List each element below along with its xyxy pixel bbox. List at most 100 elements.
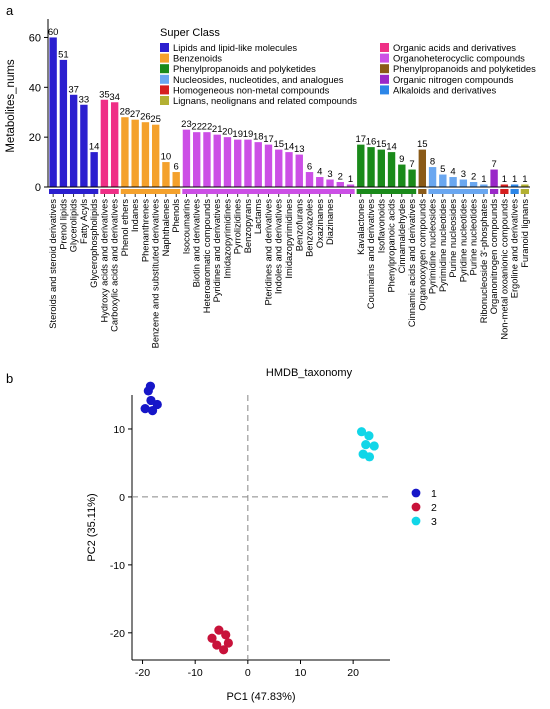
- bar: [234, 139, 242, 187]
- category-label: Benzofurans: [294, 199, 304, 252]
- category-label: Cinnamic acids and derivatives: [407, 199, 417, 328]
- legend-swatch: [380, 43, 389, 52]
- legend-entry: 3: [431, 516, 437, 528]
- bar-value-label: 19: [232, 129, 243, 140]
- legend-entry: Homogeneous non-metal compounds: [173, 84, 330, 95]
- group-bracket: [356, 189, 417, 194]
- bar-value-label: 13: [294, 144, 305, 155]
- bar-value-label: 25: [150, 114, 161, 125]
- bar: [264, 144, 273, 187]
- y-tick-label: 0: [119, 492, 125, 504]
- category-label: Oxazinanes: [315, 199, 325, 248]
- bar-value-label: 17: [355, 134, 366, 145]
- group-bracket: [100, 189, 119, 194]
- bar-value-label: 7: [491, 159, 496, 170]
- bar: [408, 169, 416, 187]
- bar: [336, 182, 344, 187]
- category-label: Heteroaromatic compounds: [202, 199, 212, 314]
- bar: [182, 129, 191, 187]
- bar: [521, 184, 529, 187]
- data-point: [214, 625, 224, 635]
- bar-value-label: 37: [68, 84, 79, 95]
- category-label: Steroids and steroid derivatives: [48, 199, 58, 329]
- category-label: Biotin and derivatives: [192, 199, 202, 288]
- bar-value-label: 4: [317, 167, 322, 178]
- x-tick-label: 10: [295, 667, 307, 679]
- group-bracket: [418, 189, 427, 194]
- group-bracket: [489, 189, 499, 194]
- legend-title: Super Class: [160, 27, 220, 39]
- legend-entry: 2: [431, 502, 437, 514]
- data-point: [147, 406, 158, 416]
- bar: [418, 149, 427, 187]
- bar-value-label: 28: [120, 107, 131, 118]
- bar: [223, 137, 232, 187]
- data-point: [145, 381, 156, 391]
- category-label: Carboxylic acids and derivatives: [110, 199, 120, 332]
- bar: [398, 164, 406, 187]
- y-tick-label: 40: [29, 82, 41, 94]
- bar: [193, 132, 201, 187]
- data-point: [364, 431, 374, 441]
- bar: [141, 122, 150, 187]
- panel-a-label: a: [6, 3, 14, 18]
- bar-value-label: 14: [89, 142, 100, 153]
- legend-entry: Phenylpropanoids and polyketides: [173, 63, 316, 74]
- legend-entry: Benzenoids: [173, 53, 222, 64]
- category-label: Benzoxazoles: [305, 199, 315, 257]
- category-label: Purine nucleosides: [448, 199, 458, 278]
- bar-value-label: 17: [263, 134, 274, 145]
- legend-entry: Organic acids and derivatives: [393, 42, 516, 53]
- bar-value-label: 3: [461, 169, 466, 180]
- legend-entry: Phenylpropanoids and polyketides: [393, 63, 536, 74]
- bar: [59, 59, 68, 188]
- bar: [490, 169, 498, 187]
- bar: [203, 132, 211, 187]
- category-label: Purine nucleotides: [469, 199, 479, 276]
- bar-value-label: 1: [502, 174, 507, 185]
- legend-swatch: [160, 43, 169, 52]
- bar-value-label: 60: [48, 27, 59, 38]
- category-label: Imidazopyrimidines: [222, 199, 232, 279]
- data-point: [219, 645, 229, 655]
- y-tick-label: 0: [35, 182, 41, 194]
- data-point: [140, 403, 150, 414]
- group-bracket: [49, 189, 99, 194]
- category-label: Coumarins and derivatives: [366, 199, 376, 309]
- bar: [377, 149, 385, 187]
- bar-value-label: 51: [58, 49, 69, 60]
- category-label: Pyridine nucleotides: [458, 199, 468, 283]
- bar: [162, 162, 170, 187]
- category-label: Hydroxy acids and derivatives: [99, 199, 109, 323]
- category-label: Organonitrogen compounds: [489, 199, 499, 315]
- bar: [387, 152, 396, 187]
- bar: [305, 172, 314, 187]
- legend-swatch: [160, 53, 169, 63]
- data-point: [364, 452, 375, 462]
- bar: [449, 177, 457, 187]
- category-label: Phenylpropanoic acids: [387, 199, 397, 293]
- bar: [316, 177, 324, 187]
- bar: [326, 179, 334, 187]
- bar: [346, 184, 355, 187]
- category-label: Pyrrolizidines: [233, 199, 243, 255]
- group-bracket: [428, 189, 488, 194]
- bar: [69, 94, 78, 187]
- legend-swatch: [380, 53, 389, 63]
- category-label: Benzopyrans: [243, 199, 253, 254]
- bar-value-label: 22: [202, 122, 213, 133]
- legend-entry: Nucleosides, nucleotides, and analogues: [173, 74, 344, 85]
- x-tick-label: -10: [188, 667, 203, 679]
- bar: [428, 167, 437, 187]
- y-tick-label: -10: [110, 560, 125, 572]
- bar-value-label: 14: [284, 142, 295, 153]
- bar: [151, 124, 160, 187]
- category-label: Lactams: [253, 199, 263, 234]
- bar: [110, 102, 119, 187]
- data-point: [361, 440, 371, 450]
- bar-chart: 0 20 40 60 Metabolites_nums 60 Steroids and st…: [5, 19, 536, 379]
- legend-swatch: [160, 64, 169, 74]
- category-label: Pyrimidine nucleosides: [428, 199, 438, 294]
- data-point: [221, 630, 231, 640]
- bar: [367, 147, 375, 187]
